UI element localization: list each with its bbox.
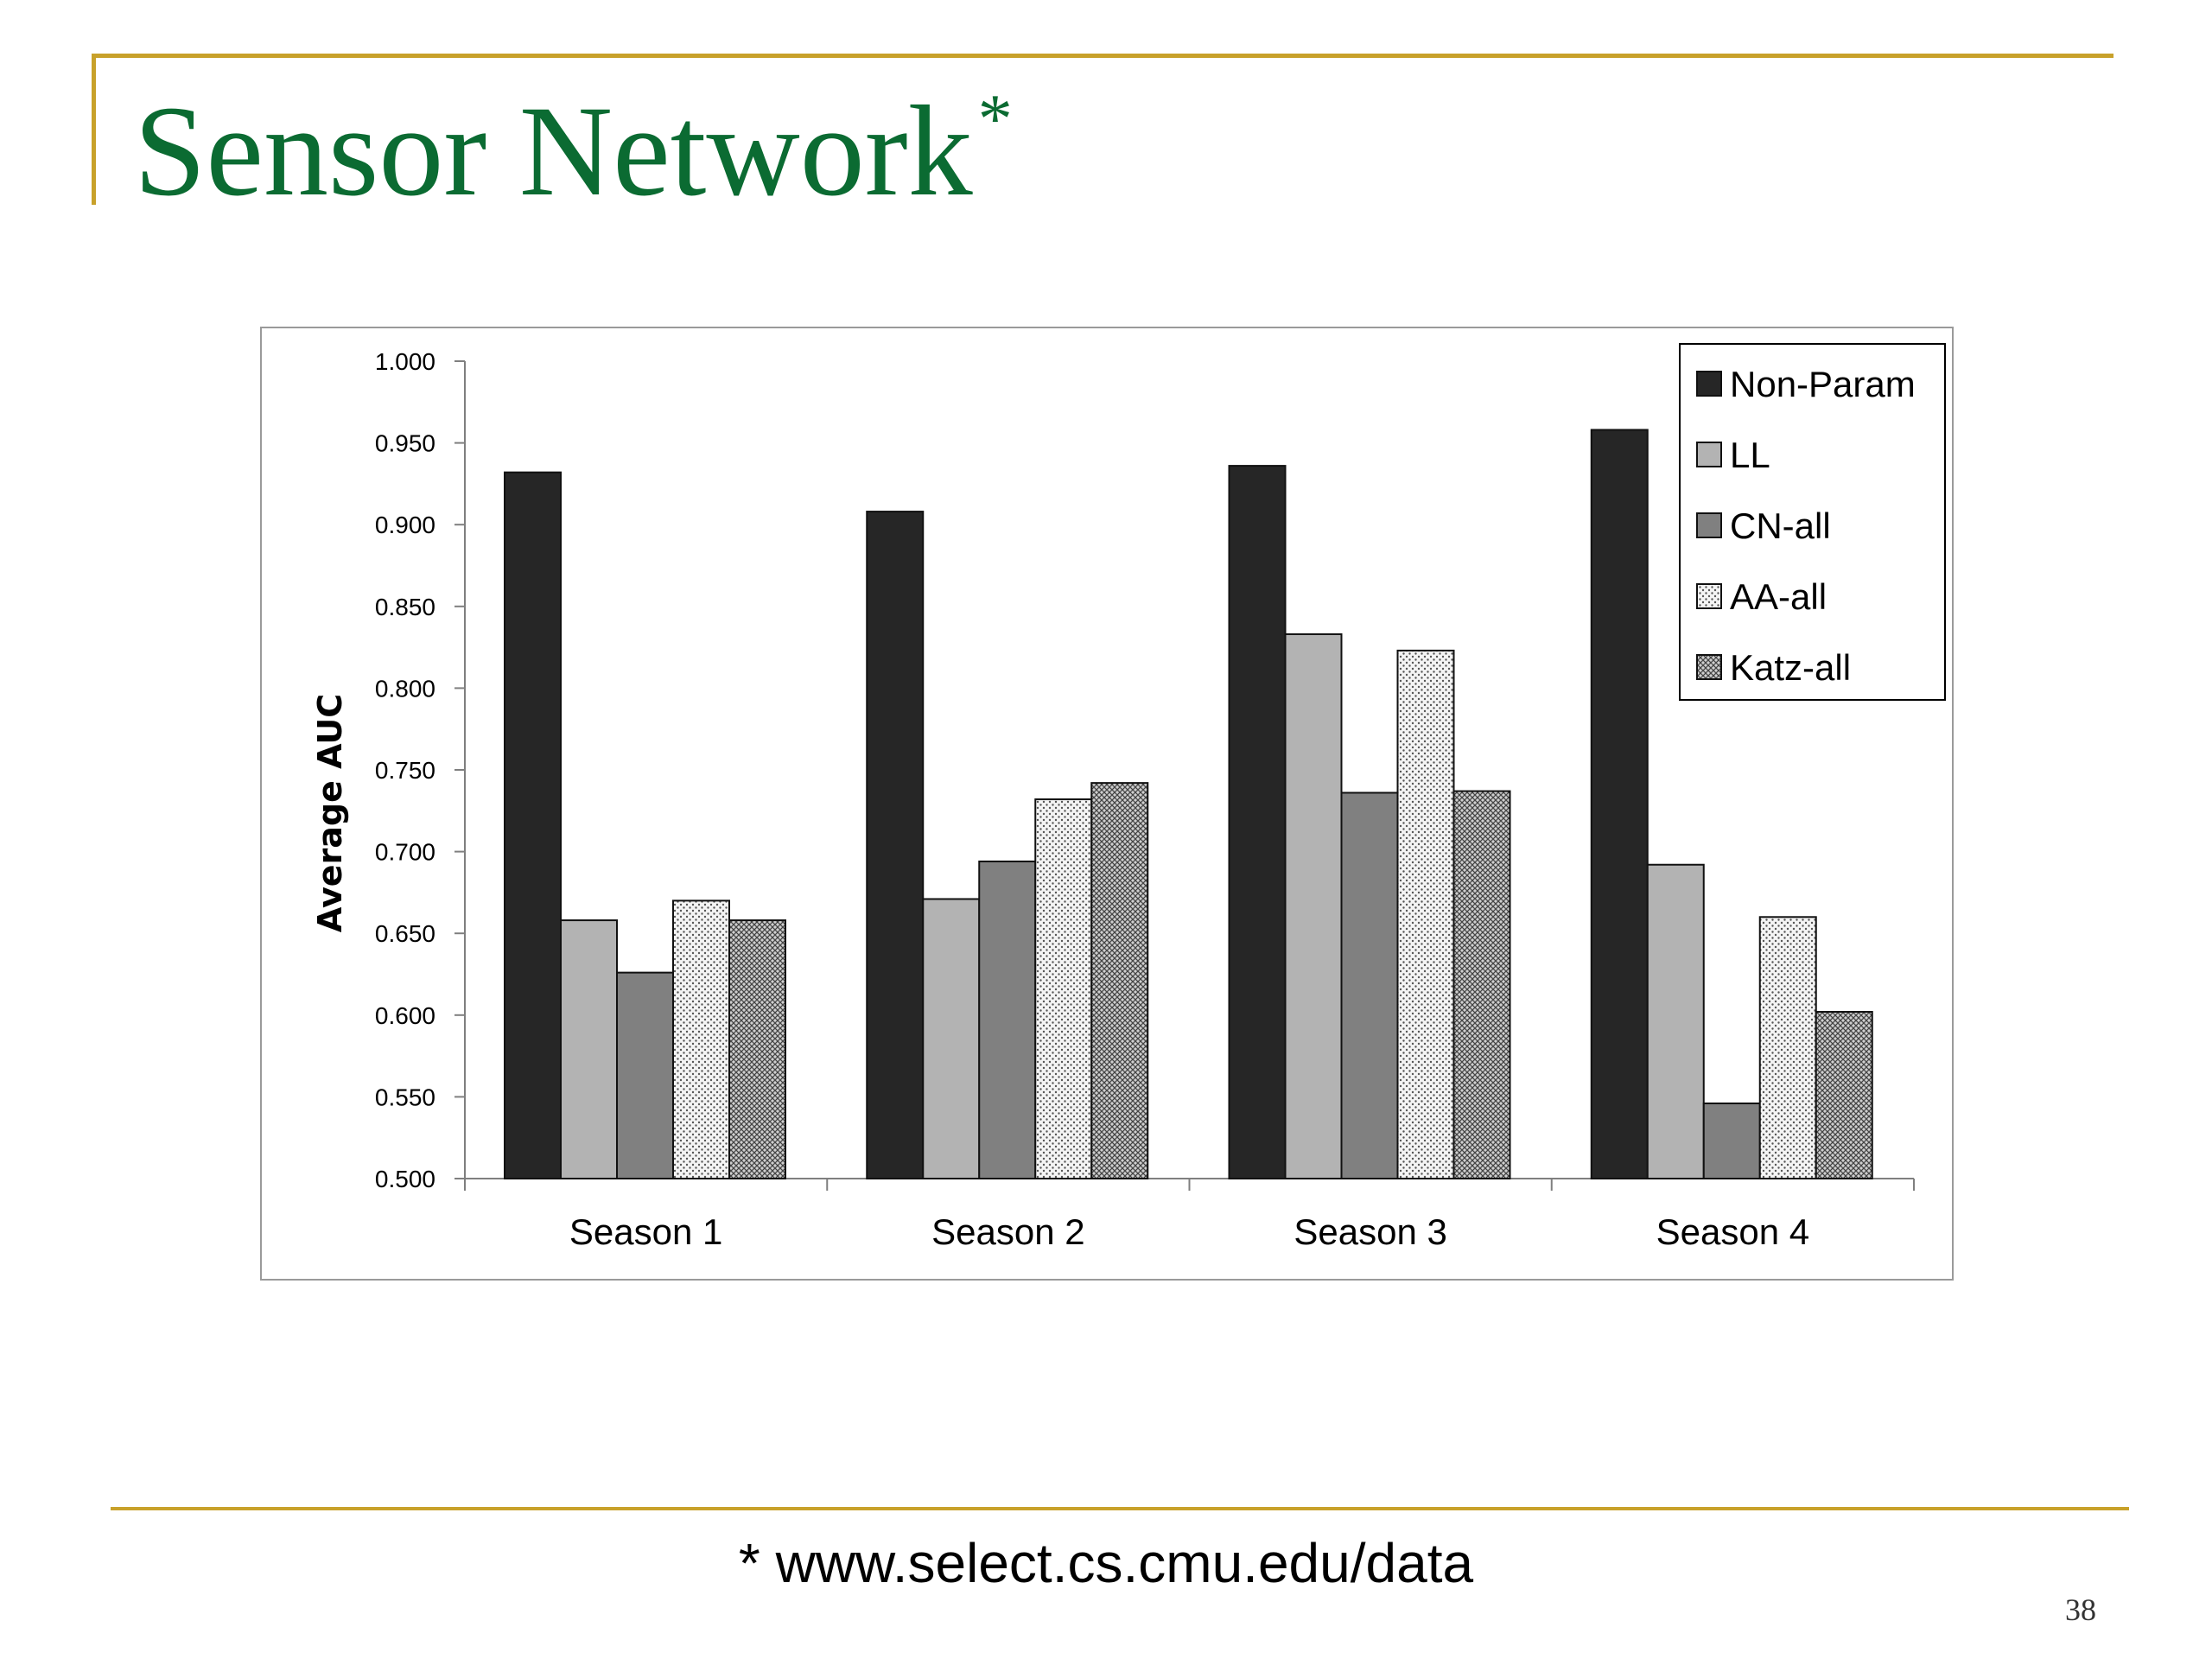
y-tick-label: 0.950 [375, 430, 435, 457]
y-tick-label: 0.550 [375, 1084, 435, 1110]
y-tick-label: 0.700 [375, 839, 435, 866]
bar-cn-all [616, 971, 674, 1179]
y-tick-label: 0.600 [375, 1002, 435, 1029]
y-axis-label: Average AUC [311, 694, 349, 932]
legend-label: Non-Param [1730, 364, 1916, 404]
bars-layer [504, 429, 1873, 1180]
page-number: 38 [2065, 1592, 2096, 1627]
x-tick-label: Season 2 [931, 1211, 1084, 1252]
slide-title-text: Sensor Network [134, 79, 973, 223]
y-tick-label: 0.750 [375, 757, 435, 784]
bar-non-param [866, 511, 925, 1179]
legend-label: AA-all [1730, 576, 1827, 617]
x-tick-label: Season 3 [1294, 1211, 1446, 1252]
axis-layer: 0.500 0.550 0.600 0.650 0.700 0.750 0.800 0.850… [311, 348, 1915, 1252]
bar-non-param [1590, 429, 1649, 1180]
y-tick-label: 0.800 [375, 675, 435, 702]
bar-non-param [504, 471, 562, 1179]
legend-swatch [1696, 512, 1722, 538]
bar-aa-all [1396, 649, 1455, 1180]
bar-non-param [1228, 465, 1287, 1179]
bar-cn-all [1702, 1102, 1761, 1180]
legend-swatch [1696, 442, 1722, 467]
bar-katz-all [728, 919, 786, 1180]
legend-swatch [1696, 583, 1722, 609]
bar-aa-all [1758, 916, 1817, 1180]
legend-label: LL [1730, 435, 1770, 475]
bar-chart-svg: 0.500 0.550 0.600 0.650 0.700 0.750 0.800 0.850… [311, 343, 1946, 1252]
bar-ll [1284, 632, 1343, 1179]
legend-swatch [1696, 654, 1722, 680]
y-tick-label: 0.500 [375, 1166, 435, 1192]
legend-label: CN-all [1730, 505, 1831, 546]
bar-ll [1646, 863, 1705, 1180]
top-accent-rule [92, 54, 2113, 58]
legend-label: Katz-all [1730, 647, 1851, 688]
left-accent-rule [92, 54, 96, 205]
bar-katz-all [1815, 1011, 1873, 1179]
bar-cn-all [978, 860, 1037, 1180]
bar-chart: 0.500 0.550 0.600 0.650 0.700 0.750 0.800 0.850… [260, 327, 1954, 1281]
legend-box [1679, 343, 1946, 701]
footnote: * www.select.cs.cmu.edu/data [738, 1532, 1474, 1594]
y-tick-label: 1.000 [375, 348, 435, 375]
y-tick-label: 0.900 [375, 512, 435, 538]
bar-katz-all [1090, 782, 1149, 1179]
bottom-accent-rule [111, 1507, 2129, 1510]
bar-cn-all [1340, 791, 1399, 1179]
legend-swatch [1696, 371, 1722, 397]
slide-title-marker: * [977, 81, 1013, 157]
bar-aa-all [1034, 798, 1093, 1180]
y-tick-label: 0.850 [375, 594, 435, 620]
x-tick-label: Season 1 [569, 1211, 722, 1252]
y-tick-label: 0.650 [375, 920, 435, 947]
bar-ll [560, 919, 618, 1180]
slide-title: Sensor Network* [134, 85, 1013, 216]
legend: Non-Param LL CN-all AA-all Katz-all [1679, 343, 1946, 701]
bar-ll [922, 898, 981, 1180]
bar-katz-all [1452, 790, 1511, 1179]
x-tick-label: Season 4 [1656, 1211, 1809, 1252]
bar-aa-all [672, 899, 730, 1179]
